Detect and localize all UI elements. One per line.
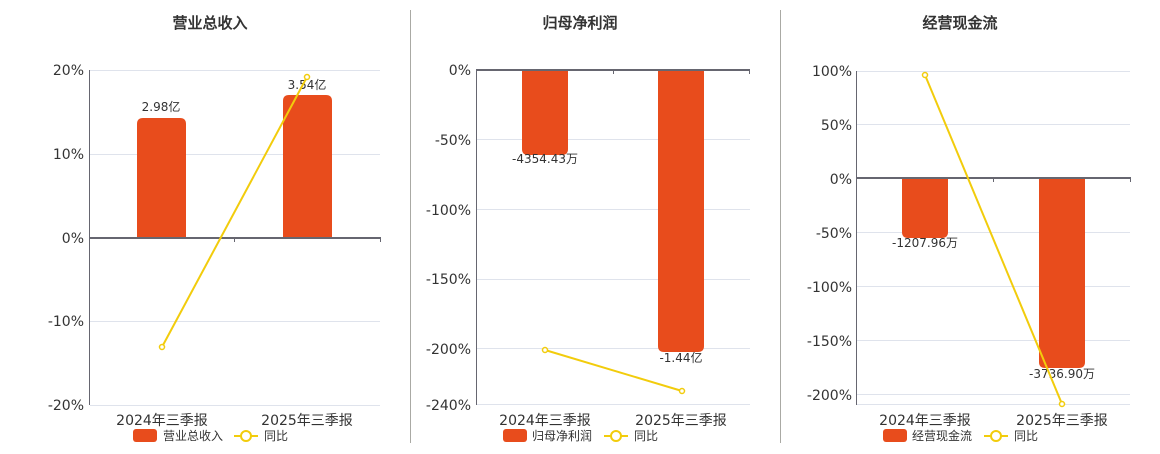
legend-line-icon <box>240 430 252 442</box>
svg-text:-3736.90万: -3736.90万 <box>1029 367 1095 381</box>
legend-bar-label: 归母净利润 <box>532 429 592 443</box>
svg-text:-150%: -150% <box>426 272 471 288</box>
bars <box>137 95 332 238</box>
legend[interactable]: 营业总收入 同比 <box>133 429 288 443</box>
svg-text:-4354.43万: -4354.43万 <box>512 152 578 166</box>
svg-text:2.98亿: 2.98亿 <box>142 99 181 114</box>
line-point[interactable] <box>1058 400 1066 408</box>
bar-labels: -1207.96万 -3736.90万 <box>892 236 1095 381</box>
chart-operating-cash-flow: 经营现金流 100% 50% 0% -50% -100% -150% -200% <box>807 14 1131 443</box>
svg-text:2025年三季报: 2025年三季报 <box>635 413 727 429</box>
svg-text:50%: 50% <box>821 118 852 134</box>
legend-bar-swatch <box>883 429 907 442</box>
chart-panel-operating-cash-flow: 经营现金流 100% 50% 0% -50% -100% -150% -200% <box>781 0 1160 450</box>
chart-title: 归母净利润 <box>542 14 617 32</box>
svg-text:3.54亿: 3.54亿 <box>288 77 327 92</box>
bar[interactable] <box>283 95 332 238</box>
svg-text:20%: 20% <box>53 63 84 79</box>
svg-text:-50%: -50% <box>435 133 471 149</box>
bar[interactable] <box>902 178 948 238</box>
chart-revenue: 营业总收入 20% 10% 0% -10% -20% 2.98亿 3.54亿 <box>48 14 381 443</box>
yoy-line <box>158 73 311 351</box>
legend-bar-swatch <box>133 429 157 442</box>
svg-text:2025年三季报: 2025年三季报 <box>261 413 353 429</box>
legend-line-label: 同比 <box>1014 429 1038 443</box>
svg-text:-100%: -100% <box>807 280 852 296</box>
grid <box>477 139 750 405</box>
y-axis-labels: 100% 50% 0% -50% -100% -150% -200% <box>807 64 852 404</box>
svg-text:0%: 0% <box>62 231 84 247</box>
y-axis-labels: 20% 10% 0% -10% -20% <box>48 63 84 414</box>
svg-text:-1.44亿: -1.44亿 <box>659 350 702 365</box>
svg-text:0%: 0% <box>449 63 471 79</box>
yoy-line <box>541 346 686 395</box>
svg-text:2024年三季报: 2024年三季报 <box>116 413 208 429</box>
svg-text:-50%: -50% <box>816 226 852 242</box>
x-axis-labels: 2024年三季报 2025年三季报 <box>116 413 353 429</box>
legend-line-label: 同比 <box>264 429 288 443</box>
line-point[interactable] <box>158 343 166 351</box>
bars <box>522 70 704 352</box>
line-point[interactable] <box>541 346 549 354</box>
divider <box>410 10 411 443</box>
legend-line-icon <box>610 430 622 442</box>
legend-bar-label: 经营现金流 <box>912 428 972 443</box>
legend-line-label: 同比 <box>634 429 658 443</box>
line-point[interactable] <box>921 71 929 79</box>
chart-title: 经营现金流 <box>922 14 997 32</box>
line-point[interactable] <box>678 387 686 395</box>
chart-panel-revenue: 营业总收入 20% 10% 0% -10% -20% 2.98亿 3.54亿 <box>0 0 410 450</box>
x-axis-labels: 2024年三季报 2025年三季报 <box>879 413 1108 429</box>
svg-text:2024年三季报: 2024年三季报 <box>499 413 591 429</box>
bars <box>902 178 1085 368</box>
chart-title: 营业总收入 <box>172 14 247 32</box>
svg-text:10%: 10% <box>53 147 84 163</box>
divider <box>780 10 781 443</box>
svg-text:-100%: -100% <box>426 203 471 219</box>
legend-bar-swatch <box>503 429 527 442</box>
bar[interactable] <box>522 70 568 155</box>
line-point[interactable] <box>303 73 311 81</box>
chart-net-profit: 归母净利润 0% -50% -100% -150% -200% -240% -4… <box>426 14 750 443</box>
bar[interactable] <box>137 118 186 238</box>
bar-labels: 2.98亿 3.54亿 <box>142 77 327 114</box>
svg-text:-240%: -240% <box>426 398 471 414</box>
legend-line-icon <box>990 430 1002 442</box>
bar-labels: -4354.43万 -1.44亿 <box>512 152 703 365</box>
bar[interactable] <box>658 70 704 352</box>
legend[interactable]: 经营现金流 同比 <box>883 428 1038 443</box>
svg-text:-20%: -20% <box>48 398 84 414</box>
svg-text:-1207.96万: -1207.96万 <box>892 236 958 250</box>
svg-text:0%: 0% <box>830 172 852 188</box>
yoy-line <box>921 71 1066 408</box>
svg-text:-150%: -150% <box>807 334 852 350</box>
legend-bar-label: 营业总收入 <box>163 429 223 443</box>
svg-text:-10%: -10% <box>48 314 84 330</box>
svg-text:100%: 100% <box>812 64 852 80</box>
legend[interactable]: 归母净利润 同比 <box>503 429 658 443</box>
svg-text:2025年三季报: 2025年三季报 <box>1016 413 1108 429</box>
svg-text:-200%: -200% <box>426 342 471 358</box>
y-axis-labels: 0% -50% -100% -150% -200% -240% <box>426 63 471 414</box>
x-axis-labels: 2024年三季报 2025年三季报 <box>499 413 727 429</box>
chart-panel-net-profit: 归母净利润 0% -50% -100% -150% -200% -240% -4… <box>411 0 780 450</box>
svg-text:2024年三季报: 2024年三季报 <box>879 413 971 429</box>
bar[interactable] <box>1039 178 1085 368</box>
svg-text:-200%: -200% <box>807 388 852 404</box>
